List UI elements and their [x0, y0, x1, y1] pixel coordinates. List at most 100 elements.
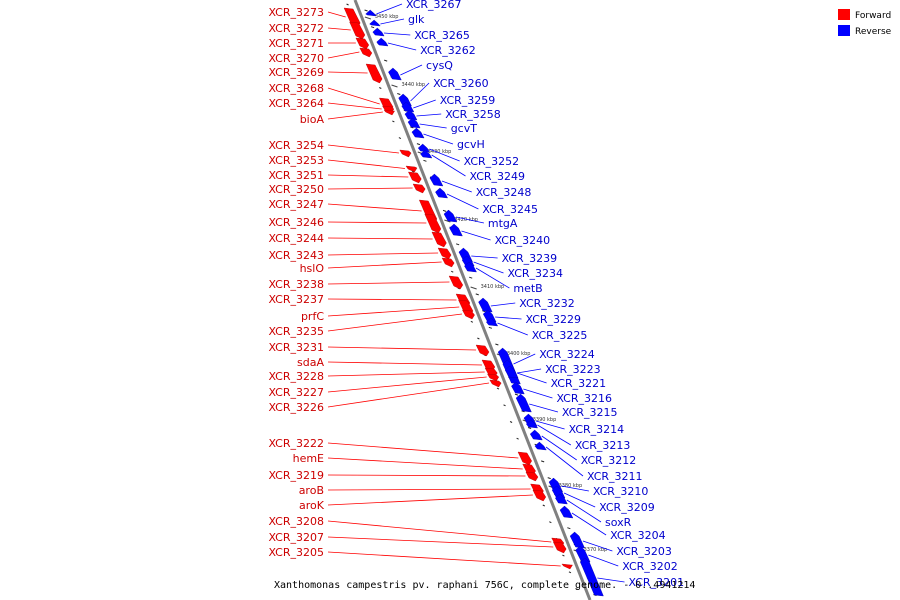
reverse-gene-label[interactable]: metB — [513, 282, 542, 295]
forward-gene-label[interactable]: XCR_3205 — [268, 546, 324, 559]
reverse-gene-label[interactable]: XCR_3223 — [545, 363, 601, 376]
reverse-gene-label[interactable]: soxR — [605, 516, 632, 529]
reverse-gene-XCR_3265[interactable] — [372, 27, 385, 37]
forward-gene-XCR_3205[interactable] — [561, 563, 573, 570]
reverse-gene-label[interactable]: XCR_3258 — [445, 108, 501, 121]
reverse-gene-XCR_3249[interactable] — [420, 149, 433, 159]
forward-gene-label[interactable]: XCR_3238 — [268, 278, 324, 291]
reverse-gene-XCR_3221[interactable] — [504, 365, 519, 379]
reverse-gene-label[interactable]: XCR_3212 — [581, 454, 637, 467]
reverse-gene-label[interactable]: cysQ — [426, 59, 453, 72]
forward-gene-label[interactable]: prfC — [301, 310, 324, 323]
reverse-gene-label[interactable]: XCR_3201 — [629, 576, 685, 589]
reverse-gene-label[interactable]: glk — [408, 13, 425, 26]
reverse-gene-XCR_3204[interactable] — [559, 505, 574, 519]
forward-gene-label[interactable]: XCR_3237 — [268, 293, 324, 306]
forward-gene-XCR_3243[interactable] — [437, 247, 452, 260]
reverse-gene-label[interactable]: XCR_3213 — [575, 439, 631, 452]
forward-gene-label[interactable]: XCR_3273 — [268, 6, 324, 19]
reverse-gene-XCR_3248[interactable] — [429, 173, 444, 187]
reverse-gene-XCR_3267[interactable] — [365, 9, 377, 17]
forward-gene-label[interactable]: XCR_3208 — [268, 515, 324, 528]
reverse-gene-XCR_3240[interactable] — [449, 223, 463, 237]
reverse-gene-XCR_3258[interactable] — [404, 109, 418, 121]
reverse-gene-XCR_3201[interactable] — [580, 557, 604, 597]
reverse-gene-label[interactable]: XCR_3211 — [587, 470, 643, 483]
forward-gene-XCR_3271[interactable] — [355, 37, 370, 50]
reverse-gene-label[interactable]: XCR_3203 — [616, 545, 672, 558]
reverse-gene-label[interactable]: XCR_3248 — [476, 186, 532, 199]
forward-gene-label[interactable]: XCR_3228 — [268, 370, 324, 383]
forward-gene-label[interactable]: XCR_3207 — [268, 531, 324, 544]
forward-gene-XCR_3244[interactable] — [431, 231, 447, 248]
reverse-gene-label[interactable]: gcvH — [457, 138, 485, 151]
reverse-gene-label[interactable]: XCR_3252 — [464, 155, 520, 168]
reverse-gene-label[interactable]: XCR_3260 — [433, 77, 489, 90]
forward-gene-XCR_3269[interactable] — [365, 63, 383, 84]
reverse-gene-label[interactable]: XCR_3249 — [470, 170, 526, 183]
reverse-gene-mtgA[interactable] — [443, 209, 458, 223]
forward-gene-XCR_3270[interactable] — [359, 47, 373, 58]
forward-gene-label[interactable]: hemE — [293, 452, 324, 465]
forward-gene-XCR_3254[interactable] — [399, 149, 412, 158]
forward-gene-label[interactable]: XCR_3253 — [268, 154, 324, 167]
reverse-gene-XCR_3216[interactable] — [511, 381, 525, 395]
forward-gene-label[interactable]: XCR_3231 — [268, 341, 324, 354]
reverse-gene-label[interactable]: mtgA — [488, 217, 518, 230]
forward-gene-label[interactable]: XCR_3264 — [268, 97, 324, 110]
forward-gene-XCR_3222[interactable] — [517, 451, 532, 466]
reverse-gene-label[interactable]: XCR_3229 — [526, 313, 582, 326]
reverse-gene-XCR_3211[interactable] — [534, 441, 547, 451]
forward-gene-label[interactable]: XCR_3226 — [268, 401, 324, 414]
forward-gene-label[interactable]: XCR_3272 — [268, 22, 324, 35]
forward-gene-XCR_3219[interactable] — [525, 471, 539, 482]
reverse-gene-label[interactable]: XCR_3221 — [551, 377, 607, 390]
reverse-gene-soxR[interactable] — [555, 493, 568, 505]
forward-gene-label[interactable]: XCR_3251 — [268, 169, 324, 182]
forward-gene-hslO[interactable] — [441, 257, 455, 268]
reverse-gene-XCR_3245[interactable] — [435, 187, 448, 199]
reverse-gene-XCR_3215[interactable] — [515, 393, 532, 413]
forward-gene-label[interactable]: XCR_3247 — [268, 198, 324, 211]
reverse-gene-label[interactable]: XCR_3214 — [569, 423, 625, 436]
reverse-gene-label[interactable]: XCR_3209 — [599, 501, 655, 514]
forward-gene-label[interactable]: XCR_3235 — [268, 325, 324, 338]
reverse-gene-label[interactable]: gcvT — [451, 122, 478, 135]
forward-gene-label[interactable]: XCR_3271 — [268, 37, 324, 50]
forward-gene-label[interactable]: XCR_3244 — [268, 232, 324, 245]
reverse-gene-label[interactable]: XCR_3234 — [507, 267, 563, 280]
reverse-gene-label[interactable]: XCR_3262 — [420, 44, 476, 57]
forward-gene-XCR_3253[interactable] — [405, 165, 418, 173]
reverse-gene-label[interactable]: XCR_3267 — [406, 0, 462, 11]
forward-gene-label[interactable]: aroB — [299, 484, 324, 497]
reverse-gene-XCR_3212[interactable] — [529, 429, 543, 441]
reverse-gene-label[interactable]: XCR_3224 — [539, 348, 595, 361]
reverse-gene-label[interactable]: XCR_3202 — [622, 560, 678, 573]
forward-gene-XCR_3246[interactable] — [424, 213, 442, 234]
forward-gene-label[interactable]: XCR_3269 — [268, 66, 324, 79]
reverse-gene-label[interactable]: XCR_3259 — [440, 94, 496, 107]
reverse-gene-label[interactable]: XCR_3210 — [593, 485, 649, 498]
forward-gene-XCR_3235[interactable] — [462, 309, 475, 320]
forward-gene-label[interactable]: XCR_3243 — [268, 249, 324, 262]
forward-gene-XCR_3272[interactable] — [349, 21, 366, 40]
forward-gene-label[interactable]: XCR_3270 — [268, 52, 324, 65]
forward-gene-bioA[interactable] — [383, 109, 395, 116]
forward-gene-label[interactable]: XCR_3250 — [268, 183, 324, 196]
reverse-gene-XCR_3232[interactable] — [478, 297, 493, 313]
forward-gene-XCR_3238[interactable] — [448, 275, 464, 290]
forward-gene-label[interactable]: XCR_3219 — [268, 469, 324, 482]
reverse-gene-XCR_3262[interactable] — [376, 37, 389, 47]
reverse-gene-label[interactable]: XCR_3265 — [414, 29, 470, 42]
reverse-gene-label[interactable]: XCR_3225 — [532, 329, 588, 342]
reverse-gene-XCR_3203[interactable] — [569, 531, 585, 549]
reverse-gene-XCR_3225[interactable] — [486, 317, 499, 327]
reverse-gene-label[interactable]: XCR_3232 — [519, 297, 575, 310]
forward-gene-label[interactable]: XCR_3254 — [268, 139, 324, 152]
reverse-gene-label[interactable]: XCR_3216 — [556, 392, 612, 405]
reverse-gene-metB[interactable] — [464, 261, 477, 273]
forward-gene-XCR_3227[interactable] — [487, 373, 500, 382]
forward-gene-aroK[interactable] — [532, 489, 547, 502]
forward-gene-XCR_3251[interactable] — [408, 171, 422, 184]
reverse-gene-label[interactable]: XCR_3245 — [482, 203, 538, 216]
